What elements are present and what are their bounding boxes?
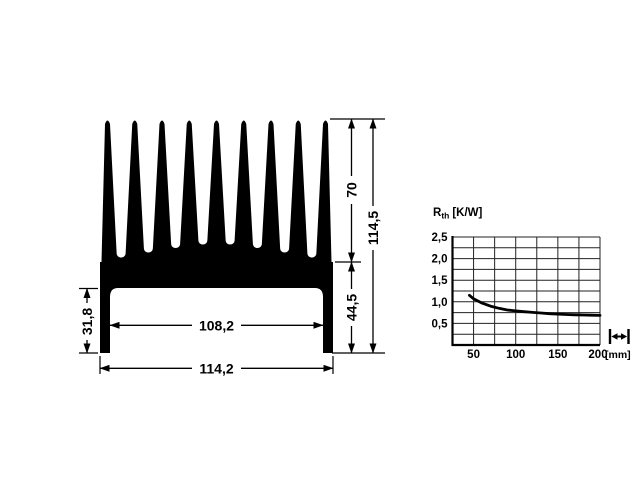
dimension-label-base-height: 44,5: [344, 294, 360, 321]
chart-grid: [452, 236, 601, 346]
label-mask: [344, 176, 359, 204]
dimension-label-total-width: 114,2: [199, 360, 233, 376]
x-tick-label: 200: [588, 349, 607, 361]
heatsink-cross-section-silhouette: [100, 120, 333, 353]
y-tick-label: 2,0: [432, 254, 448, 266]
y-axis-label-symbol: R: [433, 207, 442, 219]
x-tick-label: 50: [467, 349, 480, 361]
chart-tick-labels: 0,5 1,0 1,5 2,0 2,5 50 100 150 200: [432, 232, 608, 361]
dimension-label-inner-width: 108,2: [199, 317, 234, 333]
x-tick-label: 150: [548, 349, 567, 361]
label-mask: [365, 206, 381, 250]
label-mask: [192, 361, 241, 376]
y-tick-label: 1,0: [432, 297, 448, 309]
x-tick-label: 100: [506, 349, 525, 361]
rth-chart: 0,5 1,0 1,5 2,0 2,5 50 100 150 200 Rth [K/W] [mm]: [432, 207, 631, 361]
y-axis-label-unit: [K/W]: [452, 207, 482, 219]
rth-curve: [467, 293, 602, 317]
label-mask: [344, 289, 359, 326]
dimension-label-total-height: 114,5: [365, 211, 381, 245]
label-mask: [79, 303, 95, 340]
y-tick-label: 2,5: [432, 232, 449, 244]
y-tick-label: 1,5: [432, 275, 449, 287]
length-double-arrow-icon: [608, 329, 630, 344]
x-axis-unit-label: [mm]: [605, 349, 631, 361]
y-axis-label: Rth [K/W]: [433, 207, 483, 221]
y-axis-label-subscript: th: [441, 211, 449, 221]
chart-axes: [451, 236, 600, 347]
dimension-label-fin-height: 70: [344, 182, 360, 198]
dimension-label-leg-height: 31,8: [79, 308, 95, 335]
heatsink-drawing: 70 114,5 44,5 31,8 108,2 114,2: [79, 118, 385, 376]
y-tick-label: 0,5: [432, 318, 449, 330]
label-mask: [192, 318, 241, 333]
